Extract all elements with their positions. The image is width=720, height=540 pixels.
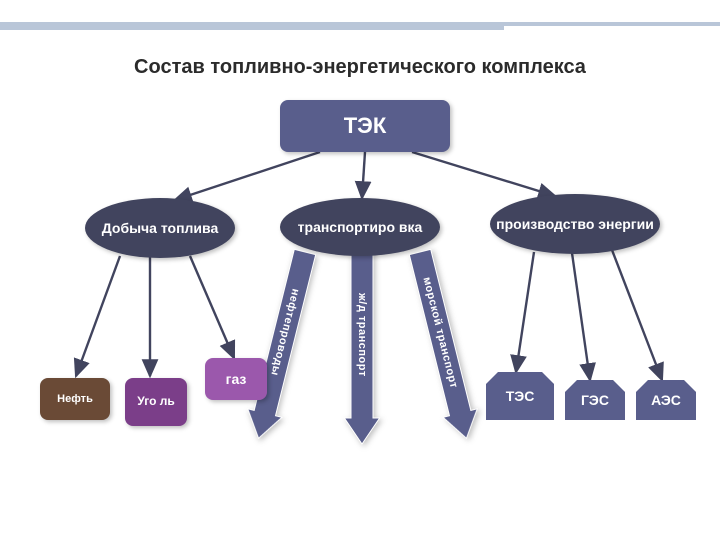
- leaf-aes-label: АЭС: [651, 392, 681, 408]
- root-node-tek: ТЭК: [280, 100, 450, 152]
- root-label: ТЭК: [344, 113, 387, 138]
- branch-transport: транспортиро вка: [280, 198, 440, 256]
- leaf-gas-label: газ: [226, 371, 247, 387]
- leaf-ges-label: ГЭС: [581, 392, 609, 408]
- branch-transport-label: транспортиро вка: [298, 219, 423, 235]
- page-title: Состав топливно-энергетического комплекс…: [0, 56, 720, 79]
- branch-extraction: Добыча топлива: [85, 198, 235, 258]
- leaf-coal-label: Уго ль: [137, 395, 175, 409]
- header-divider: [0, 22, 720, 30]
- transport-arrow-label: нефтепроводы: [254, 249, 316, 415]
- leaf-coal: Уго ль: [125, 378, 187, 426]
- leaf-ges: ГЭС: [565, 380, 625, 420]
- branch-energy: производство энергии: [490, 194, 660, 254]
- leaf-tes: ТЭС: [486, 372, 554, 420]
- header-bar-2: [0, 26, 504, 30]
- transport-arrow-label: ж/д транспорт: [351, 252, 373, 418]
- leaf-tes-label: ТЭС: [506, 388, 535, 404]
- branch-energy-label: производство энергии: [496, 216, 654, 232]
- leaf-oil: Нефть: [40, 378, 110, 420]
- transport-arrow-label: морской транспорт: [409, 249, 471, 415]
- leaf-oil-label: Нефть: [57, 393, 93, 406]
- branch-extraction-label: Добыча топлива: [102, 220, 219, 236]
- leaf-aes: АЭС: [636, 380, 696, 420]
